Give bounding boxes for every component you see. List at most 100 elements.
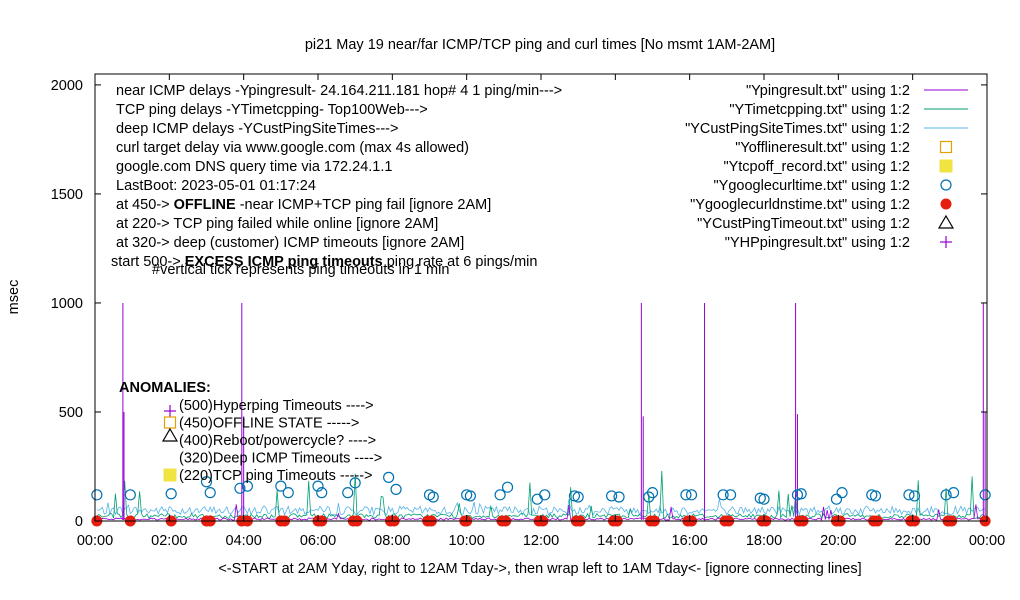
legend-entry-label: "YCustPingSiteTimes.txt" using 1:2	[685, 121, 910, 137]
x-tick-label: 00:00	[969, 533, 1005, 549]
curl-point	[903, 489, 915, 501]
curl-point	[531, 493, 543, 505]
info-offline-pre: at 450->	[116, 197, 174, 213]
y-tick-label: 1000	[51, 296, 83, 312]
curl-point	[836, 487, 848, 499]
legend-entry-label: "Ypingresult.txt" using 1:2	[746, 83, 910, 99]
info-tcp: at 220-> TCP ping failed while online [i…	[116, 216, 438, 232]
x-tick-label: 14:00	[597, 533, 633, 549]
info-line-1: near ICMP delays -Ypingresult- 24.164.21…	[116, 83, 562, 99]
legend-entry-label: "YHPpingresult.txt" using 1:2	[725, 235, 910, 251]
info-excess-bold: EXCESS ICMP ping timeouts	[185, 254, 383, 270]
legend-entry-label: "Yofflineresult.txt" using 1:2	[735, 140, 910, 156]
anomaly-marker	[164, 405, 176, 417]
anomaly-marker	[163, 416, 177, 429]
anomalies-title: ANOMALIES:	[119, 380, 211, 396]
info-excess-post: ping rate at 6 pings/min	[383, 254, 538, 270]
anomaly-label: (500)Hyperping Timeouts ---->	[179, 398, 374, 414]
x-tick-label: 04:00	[226, 533, 262, 549]
x-tick-label: 00:00	[77, 533, 113, 549]
anomaly-label: (320)Deep ICMP Timeouts ---->	[179, 451, 382, 467]
curl-point	[342, 487, 354, 499]
plot-area	[91, 302, 991, 527]
curl-point	[241, 480, 253, 492]
anomaly-marker	[163, 468, 177, 482]
curl-point	[758, 493, 770, 505]
curl-point	[349, 477, 361, 489]
curl-point	[200, 476, 213, 488]
curl-point	[464, 490, 476, 502]
anomaly-label: (400)Reboot/powercycle? ---->	[179, 433, 376, 449]
curl-point	[539, 489, 551, 501]
curl-point	[795, 488, 807, 500]
curl-point	[830, 493, 843, 505]
curl-point	[908, 490, 921, 502]
info-line-3: deep ICMP delays -YCustPingSiteTimes--->	[116, 121, 398, 137]
curl-point	[869, 490, 882, 502]
legend-entry-label: "Ygooglecurldnstime.txt" using 1:2	[690, 197, 910, 213]
anomaly-label: (450)OFFLINE STATE ----->	[179, 416, 359, 432]
curl-point	[724, 489, 737, 501]
info-vertical: #vertical tick represents ping timeouts …	[152, 262, 449, 278]
chart-title: pi21 May 19 near/far ICMP/TCP ping and c…	[305, 37, 775, 53]
x-tick-label: 22:00	[895, 533, 931, 549]
curl-point	[383, 471, 395, 483]
curl-point	[165, 488, 177, 500]
legend-entry-label: "YTimetcpping.txt" using 1:2	[729, 102, 910, 118]
curl-point	[312, 480, 324, 492]
y-tick-label: 1500	[51, 187, 83, 203]
legend-entry-label: "Ytcpoff_record.txt" using 1:2	[723, 159, 910, 175]
curl-point	[390, 483, 402, 495]
curl-point	[275, 480, 287, 492]
anomaly-label: (220)TCP ping Timeouts ----->	[179, 468, 373, 484]
curl-point	[572, 491, 584, 503]
info-excess: start 500-> EXCESS ICMP ping timeouts pi…	[111, 254, 537, 270]
y-axis-label: msec	[6, 280, 22, 315]
anomalies-list: (500)Hyperping Timeouts ----> (450)OFFLIN…	[161, 398, 382, 484]
curl-point	[717, 489, 729, 501]
curl-point	[282, 487, 294, 499]
info-line-4: curl target delay via www.google.com (ma…	[116, 140, 469, 156]
curl-point	[316, 487, 328, 499]
info-line-2: TCP ping delays -YTimetcpping- Top100Web…	[116, 102, 428, 118]
legend-entry-marker	[939, 159, 953, 173]
x-tick-label: 10:00	[449, 533, 485, 549]
curl-point	[204, 487, 216, 499]
x-tick-label: 08:00	[374, 533, 410, 549]
info-offline: at 450-> OFFLINE -near ICMP+TCP ping fai…	[116, 197, 491, 213]
curl-point	[494, 489, 506, 501]
x-tick-label: 06:00	[300, 533, 336, 549]
x-axis-label: <-START at 2AM Yday, right to 12AM Tday-…	[218, 561, 861, 577]
curl-point	[947, 487, 960, 499]
curl-point	[124, 489, 136, 501]
curl-point	[646, 487, 659, 499]
info-excess-pre: start 500->	[111, 254, 185, 270]
curl-point	[979, 489, 991, 501]
y-tick-label: 0	[75, 514, 83, 530]
x-tick-label: 12:00	[523, 533, 559, 549]
curl-point	[940, 489, 952, 501]
curl-point	[680, 489, 692, 501]
info-text: near ICMP delays -Ypingresult- 24.164.21…	[111, 83, 562, 278]
info-deep: at 320-> deep (customer) ICMP timeouts […	[116, 235, 464, 251]
legend-entry-marker	[940, 179, 952, 191]
info-line-6: LastBoot: 2023-05-01 01:17:24	[116, 178, 316, 194]
curl-point	[427, 491, 439, 503]
x-tick-label: 02:00	[151, 533, 187, 549]
series-deep-icmp	[96, 498, 986, 517]
legend-entry-marker	[937, 214, 955, 229]
curl-point	[685, 489, 698, 501]
y-tick-label: 500	[59, 405, 83, 421]
x-tick-label: 20:00	[820, 533, 856, 549]
x-axis: 00:00 02:00 04:00 06:00 08:00 10:00 12:00 14:00…	[77, 74, 1005, 549]
y-axis: 0 500 1000 1500 2000	[51, 78, 987, 530]
curl-point	[606, 490, 618, 502]
curl-point	[613, 491, 625, 503]
curl-point	[234, 482, 246, 494]
x-tick-label: 18:00	[746, 533, 782, 549]
curl-point	[423, 489, 436, 501]
legend-entry-label: "YCustPingTimeout.txt" using 1:2	[697, 216, 910, 232]
y-tick-label: 2000	[51, 78, 83, 94]
info-offline-bold: OFFLINE	[174, 197, 236, 213]
